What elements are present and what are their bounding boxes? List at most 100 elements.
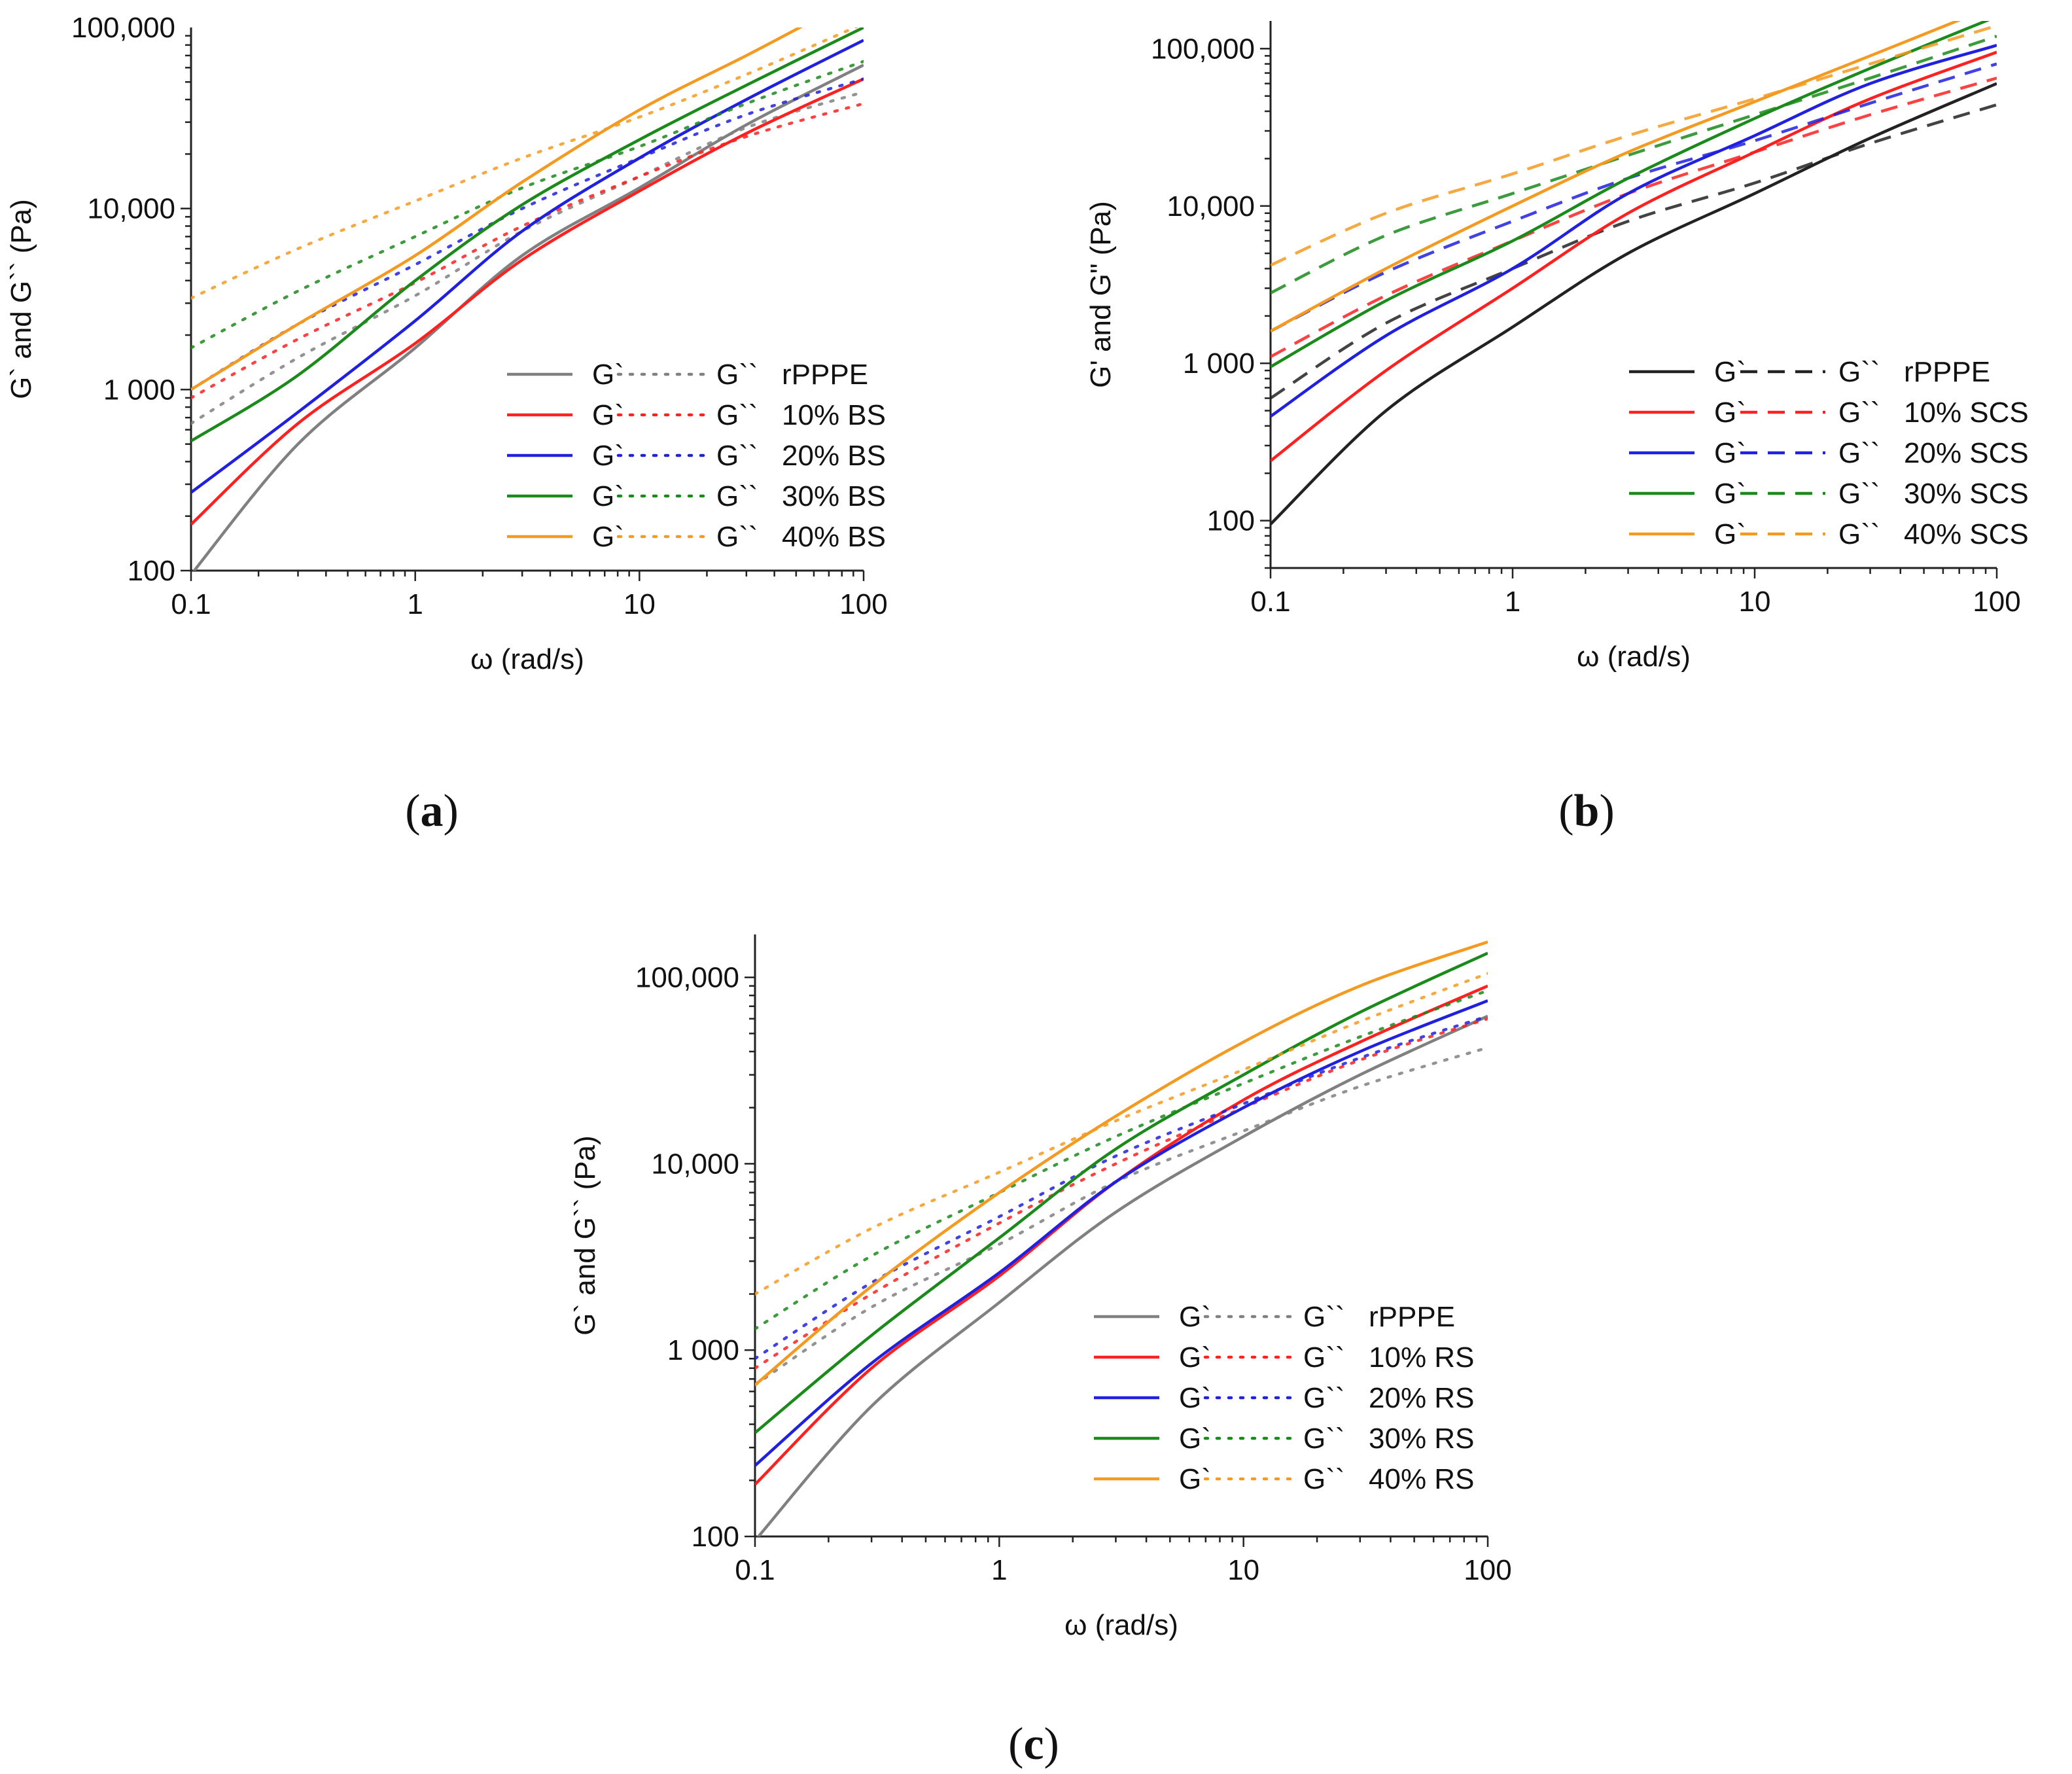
plot-area-b (1271, 21, 1997, 525)
y-tick-label: 100 (692, 1521, 739, 1553)
loss-modulus-line-3 (1271, 35, 1997, 294)
panel-label-paren-open: ( (1008, 1719, 1023, 1769)
legend-series-label: 30% SCS (1904, 478, 2029, 510)
legend-series-label: 40% RS (1369, 1463, 1474, 1495)
storage-modulus-line-4 (1271, 21, 1961, 333)
legend-loss-label: G`` (1838, 356, 1880, 388)
loss-modulus-line-4 (755, 972, 1488, 1296)
legend-loss-label: G`` (716, 440, 758, 472)
storage-modulus-line-0 (756, 1014, 1488, 1536)
legend-series-label: 10% SCS (1904, 397, 2029, 429)
legend-loss-label: G`` (716, 399, 758, 431)
legend-loss-label: G`` (1303, 1423, 1345, 1455)
y-axis-title: G` and G`` (Pa) (5, 199, 37, 399)
legend-series-label: 30% BS (782, 480, 886, 512)
legend-loss-label: G`` (1838, 518, 1880, 550)
panel-label-a: (a) (405, 786, 459, 836)
legend-loss-label: G`` (1303, 1301, 1345, 1333)
legend-loss-label: G`` (1838, 437, 1880, 469)
legend-loss-label: G`` (1303, 1463, 1345, 1495)
legend-series-label: rPPPE (782, 359, 868, 391)
x-tick-label: 1 (407, 588, 423, 620)
x-tick-label: 10 (1739, 586, 1771, 618)
legend-series-label: 20% SCS (1904, 437, 2029, 469)
x-tick-label: 100 (1973, 586, 2020, 618)
y-tick-label: 1 000 (103, 374, 175, 406)
legend-loss-label: G`` (1838, 397, 1880, 429)
x-tick-label: 100 (1464, 1554, 1511, 1586)
plot-area-a (191, 27, 864, 571)
storage-modulus-line-4 (755, 940, 1488, 1387)
x-axis-title: ω (rad/s) (470, 643, 584, 675)
panel-label-paren-close: ) (444, 786, 459, 836)
legend-series-label: rPPPE (1369, 1301, 1455, 1333)
y-tick-label: 10,000 (1167, 190, 1255, 222)
y-axis-title: G` and G`` (Pa) (569, 1135, 601, 1336)
loss-modulus-line-4 (1271, 24, 1997, 267)
storage-modulus-line-2 (191, 39, 864, 494)
panel-label-letter: a (421, 786, 444, 836)
chart-panel-c: 0.1 1 10 100 100 1 000 10,000 100,000 ω (rad/s) G… (569, 934, 1512, 1769)
panel-label-paren-open: ( (405, 786, 420, 836)
x-tick-label: 0.1 (1250, 586, 1290, 618)
storage-modulus-line-1 (191, 77, 864, 526)
legend-series-label: rPPPE (1904, 356, 1990, 388)
x-tick-label: 0.1 (735, 1554, 775, 1586)
loss-modulus-line-2 (191, 77, 864, 391)
storage-modulus-line-0 (192, 63, 864, 571)
storage-modulus-line-0 (1271, 82, 1997, 525)
legend-series-label: 10% BS (782, 399, 886, 431)
legend-loss-label: G`` (716, 359, 758, 391)
y-tick-label: 100,000 (1151, 33, 1255, 65)
legend-loss-label: G`` (716, 521, 758, 553)
chart-panel-b: 0.1 1 10 100 100 1 000 10,000 100,000 ω (rad/s) G… (1085, 21, 2029, 836)
y-tick-label: 1 000 (1183, 347, 1255, 380)
legend-loss-label: G`` (1303, 1341, 1345, 1374)
y-axis-title: G' and G" (Pa) (1085, 201, 1117, 388)
y-tick-label: 100,000 (71, 12, 175, 44)
panel-label-paren-close: ) (1044, 1719, 1059, 1769)
x-tick-label: 100 (839, 588, 887, 620)
loss-modulus-line-3 (755, 989, 1488, 1331)
panel-label-b: (b) (1558, 786, 1615, 836)
legend-series-label: 20% BS (782, 440, 886, 472)
x-axis-title: ω (rad/s) (1064, 1609, 1178, 1641)
loss-modulus-line-1 (191, 102, 864, 400)
x-tick-label: 10 (623, 588, 656, 620)
storage-modulus-line-2 (1271, 44, 1997, 418)
y-tick-label: 100 (128, 555, 175, 587)
x-tick-label: 1 (1505, 586, 1520, 618)
y-tick-label: 100,000 (635, 962, 739, 994)
plot-area-c (755, 940, 1488, 1536)
storage-modulus-line-4 (191, 27, 803, 391)
legend-loss-label: G`` (1303, 1382, 1345, 1414)
y-tick-label: 10,000 (87, 193, 175, 225)
x-axis-title: ω (rad/s) (1577, 641, 1691, 673)
x-tick-label: 1 (991, 1554, 1007, 1586)
y-tick-label: 100 (1207, 505, 1255, 537)
legend-series-label: 40% SCS (1904, 518, 2029, 550)
legend-series-label: 20% RS (1369, 1382, 1474, 1414)
panel-label-paren-open: ( (1558, 786, 1573, 836)
loss-modulus-line-4 (191, 27, 859, 300)
loss-modulus-line-1 (755, 1017, 1488, 1370)
panel-label-paren-close: ) (1599, 786, 1614, 836)
loss-modulus-line-3 (191, 60, 864, 349)
legend-loss-label: G`` (1838, 478, 1880, 510)
storage-modulus-line-3 (191, 27, 864, 442)
legend-series-label: 10% RS (1369, 1341, 1474, 1374)
storage-modulus-line-3 (1271, 21, 1990, 368)
y-tick-label: 1 000 (667, 1334, 739, 1366)
loss-modulus-line-2 (755, 1014, 1488, 1360)
legend-series-label: 30% RS (1369, 1423, 1474, 1455)
storage-modulus-line-1 (1271, 50, 1997, 462)
loss-modulus-line-0 (1271, 103, 1997, 400)
x-tick-label: 0.1 (171, 588, 211, 620)
storage-modulus-line-2 (755, 999, 1488, 1467)
panel-label-c: (c) (1008, 1719, 1059, 1769)
